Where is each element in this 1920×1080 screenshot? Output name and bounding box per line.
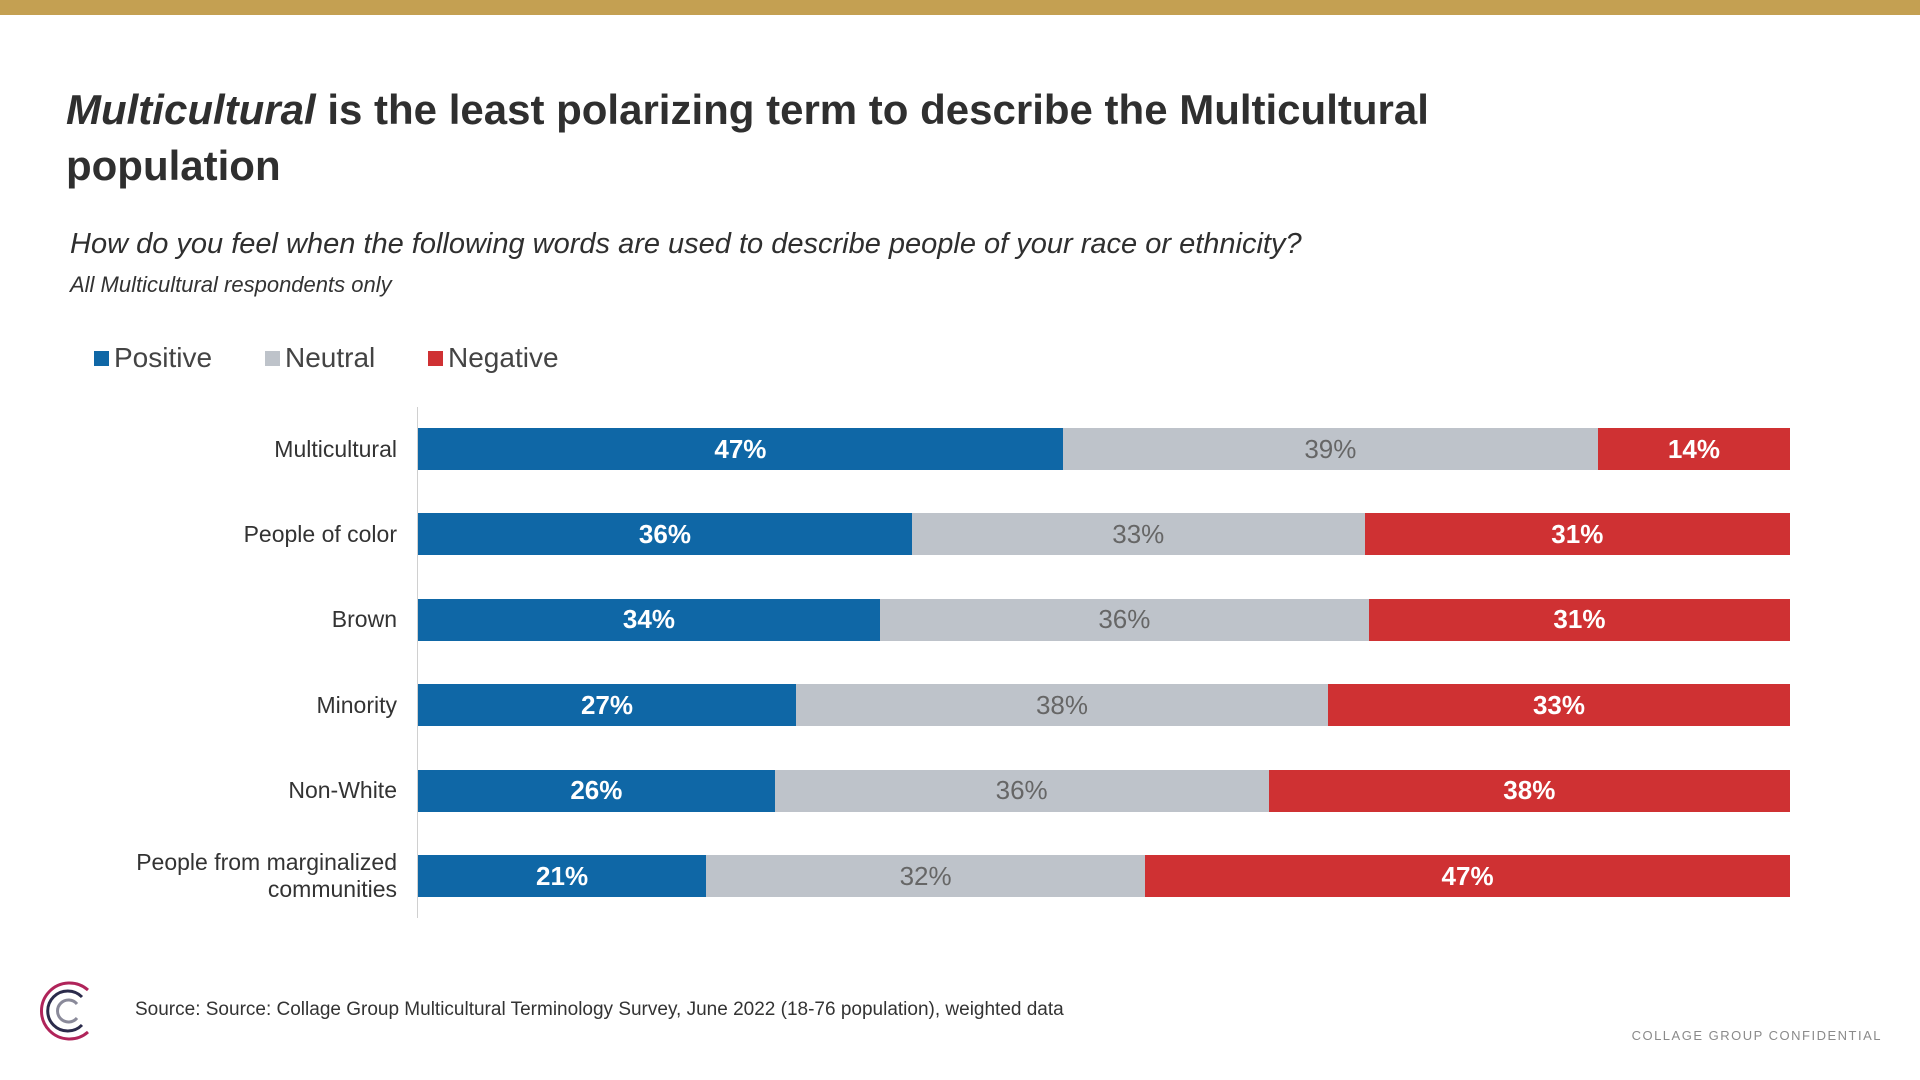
bar-segment: 33%	[911, 513, 1365, 556]
data-label: 14%	[1667, 433, 1720, 464]
data-label: 34%	[622, 604, 675, 635]
bar-segment: 14%	[1597, 428, 1790, 470]
category-axis	[417, 407, 418, 918]
bar-segment: 47%	[418, 428, 1063, 470]
data-label: 38%	[1503, 775, 1556, 806]
legend-label: Positive	[114, 342, 213, 373]
legend-label: Negative	[448, 342, 559, 373]
category-label: People from marginalized communities	[136, 849, 397, 902]
footer: COLLAGE GROUP CONFIDENTIAL	[1631, 1028, 1882, 1043]
legend-item: Positive	[94, 342, 212, 374]
bar-segment: 21%	[418, 855, 707, 897]
bar-segment: 33%	[1328, 684, 1790, 727]
data-label: 36%	[995, 775, 1048, 806]
top-bar	[0, 0, 1920, 15]
bar-segment: 36%	[774, 769, 1269, 812]
data-label: 27%	[580, 689, 634, 720]
data-label: 39%	[1304, 433, 1357, 464]
bar-segment: 39%	[1062, 428, 1598, 470]
data-label: 36%	[638, 518, 691, 549]
data-label: 31%	[1551, 518, 1604, 549]
data-label: 33%	[1112, 518, 1165, 549]
bar-segment: 34%	[418, 598, 880, 641]
category-label: People of color	[243, 520, 397, 547]
bar-segment: 27%	[418, 684, 796, 727]
legend-label: Neutral	[285, 342, 376, 373]
data-label: 47%	[714, 433, 767, 464]
data-label: 21%	[536, 860, 589, 891]
bar-segment: 31%	[1364, 513, 1790, 556]
data-label: 26%	[570, 775, 623, 806]
legend-item: Negative	[428, 342, 559, 374]
data-label: 38%	[1035, 689, 1089, 720]
data-label: 47%	[1441, 860, 1494, 891]
bar-segment: 32%	[706, 855, 1146, 897]
bar-segment: 36%	[879, 598, 1369, 641]
source: Source: Source: Collage Group Multicultu…	[135, 999, 1064, 1020]
note: All Multicultural respondents only	[70, 272, 392, 297]
category-label: Non-White	[288, 777, 397, 804]
legend-swatch	[94, 350, 109, 366]
legend-item: Neutral	[265, 342, 375, 374]
bar-segment: 31%	[1368, 598, 1790, 641]
category-label: Minority	[316, 691, 397, 718]
title-emphasis: Multicultural	[66, 86, 316, 133]
bar-segment: 26%	[418, 769, 775, 812]
bar-segment: 47%	[1145, 855, 1790, 897]
category-label: Brown	[331, 606, 397, 633]
data-label: 31%	[1553, 604, 1606, 635]
data-label: 36%	[1098, 604, 1151, 635]
bar-segment: 36%	[418, 513, 912, 556]
data-label: 32%	[899, 860, 952, 891]
legend-swatch	[265, 350, 280, 366]
logo	[39, 981, 89, 1041]
category-label: Multicultural	[274, 435, 397, 462]
title-text: is the least polarizing term to describe…	[66, 86, 1429, 189]
bar-segment: 38%	[1268, 769, 1790, 812]
subtitle: How do you feel when the following words…	[70, 228, 1302, 260]
data-label: 33%	[1532, 689, 1586, 720]
bar-segment: 38%	[796, 684, 1328, 727]
title: Multicultural is the least polarizing te…	[66, 82, 1486, 194]
legend-swatch	[428, 350, 443, 366]
